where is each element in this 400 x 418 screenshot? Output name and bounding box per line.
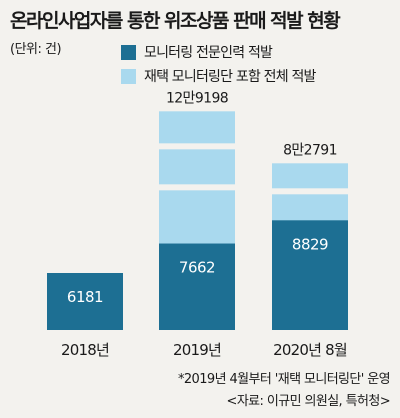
legend-swatch-total — [121, 68, 136, 84]
legend-item-specialist: 모니터링 전문인력 적발 — [121, 40, 316, 64]
x-tick-label-2: 2020년 8월 — [273, 341, 347, 359]
legend-swatch-specialist — [121, 44, 136, 60]
x-tick-label-1: 2019년 — [173, 341, 221, 359]
bar-break-2-0 — [272, 188, 348, 195]
data-label-specialist-2: 8829 — [292, 235, 328, 253]
source-note: <자료: 이규민 의원실, 특허청> — [226, 394, 391, 409]
x-tick-label-0: 2018년 — [61, 341, 109, 359]
bar-break-1-1 — [159, 184, 235, 191]
unit-label: (단위: 건) — [10, 42, 62, 57]
footnote: *2019년 4월부터 '재택 모니터링단' 운영 — [177, 372, 391, 387]
bar-break-1-0 — [159, 143, 235, 150]
legend-item-total: 재택 모니터링단 포함 전체 적발 — [121, 64, 316, 88]
legend: 모니터링 전문인력 적발 재택 모니터링단 포함 전체 적발 — [121, 40, 316, 88]
bar-specialist-0 — [47, 273, 123, 330]
bar-specialist-1 — [159, 243, 235, 330]
data-label-total-1: 12만9198 — [166, 90, 228, 106]
data-label-specialist-0: 6181 — [67, 288, 103, 306]
bar-specialist-2 — [272, 220, 348, 330]
data-label-specialist-1: 7662 — [179, 259, 215, 277]
legend-label-total: 재택 모니터링단 포함 전체 적발 — [144, 69, 316, 85]
chart-title: 온라인사업자를 통한 위조상품 판매 적발 현황 — [10, 10, 341, 32]
legend-label-specialist: 모니터링 전문인력 적발 — [144, 45, 273, 61]
data-label-total-2: 8만2791 — [283, 142, 337, 158]
